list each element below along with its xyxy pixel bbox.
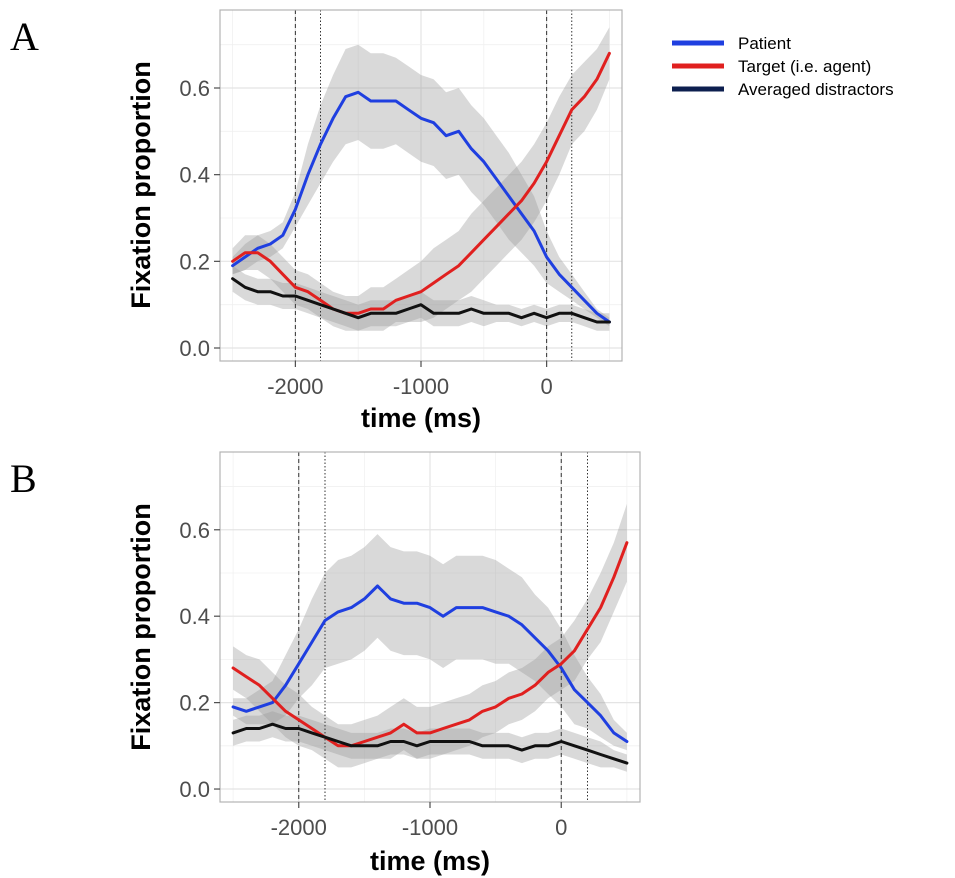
y-tick-label: 0.4 <box>179 163 210 188</box>
y-tick-label: 0.2 <box>179 691 210 716</box>
legend-label: Target (i.e. agent) <box>738 57 871 76</box>
x-axis-title: time (ms) <box>361 403 481 433</box>
series-line-target-i-e-agent <box>231 541 629 748</box>
series-line-averaged-distractors <box>231 277 611 324</box>
legend-label: Patient <box>738 34 791 53</box>
series-line-target-i-e-agent <box>231 51 611 315</box>
y-tick-label: 0.0 <box>179 777 210 802</box>
series-line-patient <box>231 584 629 743</box>
legend-label: Averaged distractors <box>738 80 894 99</box>
y-tick-label: 0.6 <box>179 518 210 543</box>
panel-b: 0.0 0.2 0.4 0.6 -2000 -1000 0 time (ms) Fixation… <box>126 451 641 876</box>
series-line-patient <box>231 90 611 324</box>
band-patient <box>233 534 627 751</box>
panel-letter-a: A <box>10 14 39 59</box>
x-tick-label: -2000 <box>271 815 327 840</box>
x-tick-label: -2000 <box>267 374 323 399</box>
band-patient <box>232 44 610 327</box>
x-tick-label: 0 <box>541 374 553 399</box>
x-axis-title: time (ms) <box>370 846 490 876</box>
band-target-i-e-agent <box>233 503 627 768</box>
series-line-averaged-distractors <box>231 722 629 765</box>
grid <box>220 452 640 802</box>
y-axis-title: Fixation proportion <box>126 61 156 308</box>
y-tick-label: 0.6 <box>179 76 210 101</box>
reference-lines <box>294 10 573 361</box>
legend: Patient Target (i.e. agent) Averaged distr… <box>672 34 894 99</box>
y-tick-label: 0.2 <box>179 249 210 274</box>
panel-a: 0.0 0.2 0.4 0.6 -2000 -1000 0 time (ms) Fixation… <box>126 9 623 433</box>
band-target-i-e-agent <box>232 27 610 331</box>
x-tick-label: -1000 <box>402 815 458 840</box>
series-lines <box>231 51 611 324</box>
y-tick-label: 0.4 <box>179 604 210 629</box>
x-tick-label: -1000 <box>393 374 449 399</box>
panel-letter-b: B <box>10 456 37 501</box>
x-tick-label: 0 <box>555 815 567 840</box>
y-axis-title: Fixation proportion <box>126 503 156 750</box>
series-lines <box>231 541 629 765</box>
y-tick-label: 0.0 <box>179 336 210 361</box>
